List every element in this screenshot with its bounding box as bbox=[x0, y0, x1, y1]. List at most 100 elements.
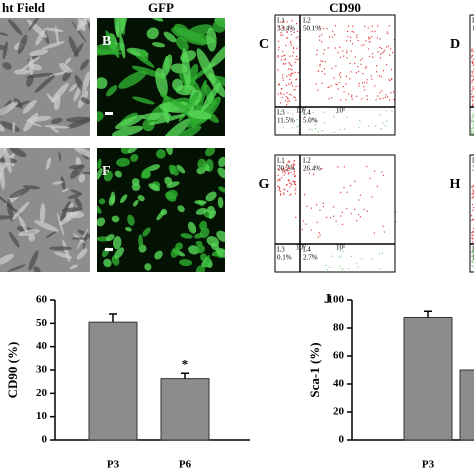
cell bbox=[173, 23, 190, 37]
dot bbox=[393, 39, 396, 41]
dot bbox=[328, 86, 330, 88]
cell bbox=[0, 215, 11, 220]
dot bbox=[368, 38, 370, 40]
dot bbox=[378, 75, 380, 77]
cell bbox=[71, 20, 87, 43]
dot bbox=[361, 44, 363, 46]
dot bbox=[278, 49, 280, 51]
dot bbox=[292, 168, 294, 170]
cell bbox=[212, 75, 225, 89]
dot bbox=[366, 79, 368, 81]
dot bbox=[323, 68, 326, 70]
dot bbox=[372, 56, 374, 58]
dot bbox=[286, 31, 288, 33]
cell bbox=[81, 71, 90, 94]
cell bbox=[97, 217, 106, 227]
dot bbox=[471, 203, 474, 206]
dot bbox=[295, 55, 298, 58]
dot bbox=[293, 171, 296, 173]
dot bbox=[280, 32, 282, 34]
dot bbox=[472, 103, 474, 105]
dot bbox=[346, 52, 348, 54]
cell bbox=[205, 148, 216, 157]
cell bbox=[160, 208, 168, 216]
dot bbox=[347, 30, 349, 33]
cell bbox=[69, 83, 78, 92]
cell bbox=[196, 244, 205, 254]
panel-letter: J bbox=[324, 292, 331, 307]
dot bbox=[290, 81, 292, 84]
dot bbox=[472, 241, 474, 243]
error-bar bbox=[109, 313, 117, 323]
cell bbox=[0, 44, 5, 50]
dot bbox=[291, 69, 293, 71]
dot bbox=[277, 56, 279, 58]
dot bbox=[375, 99, 377, 101]
y-tick-label: 20 bbox=[36, 387, 48, 399]
quadrant-value: 11.5% bbox=[472, 254, 474, 262]
dot bbox=[286, 30, 288, 33]
dot bbox=[289, 186, 291, 188]
cell bbox=[64, 57, 72, 65]
dot bbox=[285, 63, 287, 65]
dot bbox=[308, 119, 310, 122]
dot bbox=[287, 161, 289, 163]
dot bbox=[288, 100, 291, 102]
dot bbox=[471, 128, 473, 130]
dot bbox=[472, 238, 474, 240]
dot bbox=[331, 36, 334, 38]
scale-bar bbox=[105, 112, 113, 115]
dot bbox=[328, 36, 331, 38]
dot bbox=[280, 110, 282, 112]
dot bbox=[280, 93, 282, 95]
cell bbox=[218, 156, 225, 168]
dot bbox=[342, 85, 344, 88]
dot bbox=[373, 232, 375, 234]
dot bbox=[281, 77, 284, 79]
dot bbox=[277, 69, 279, 71]
dot bbox=[279, 179, 281, 181]
dot bbox=[329, 217, 332, 219]
cell bbox=[34, 74, 56, 93]
cell bbox=[179, 259, 193, 267]
dot bbox=[287, 170, 289, 172]
y-tick-label: 10 bbox=[36, 410, 48, 422]
dot bbox=[320, 60, 322, 62]
dot bbox=[333, 34, 336, 36]
dot bbox=[359, 194, 362, 196]
dot bbox=[341, 223, 344, 226]
dot bbox=[471, 232, 473, 234]
cell bbox=[141, 112, 172, 120]
dot bbox=[280, 167, 282, 169]
dot bbox=[394, 211, 397, 213]
dot bbox=[319, 209, 321, 211]
dot bbox=[297, 58, 299, 60]
dot bbox=[286, 37, 288, 39]
panel-letter: B bbox=[102, 34, 111, 49]
dot bbox=[379, 253, 381, 255]
dot bbox=[283, 26, 285, 28]
dot bbox=[283, 193, 285, 196]
dot bbox=[471, 130, 473, 132]
dot bbox=[285, 100, 287, 102]
dot bbox=[381, 171, 383, 173]
dot bbox=[277, 25, 280, 27]
cell bbox=[111, 125, 144, 136]
cell bbox=[74, 197, 83, 209]
dot bbox=[292, 165, 294, 167]
dot bbox=[284, 170, 286, 172]
y-tick-label: 20 bbox=[333, 406, 345, 418]
cell bbox=[217, 167, 225, 179]
dot bbox=[471, 186, 473, 188]
cell bbox=[181, 48, 191, 88]
dot bbox=[363, 81, 366, 83]
dot bbox=[291, 72, 293, 74]
dot bbox=[321, 34, 323, 36]
dot bbox=[349, 78, 351, 80]
dot bbox=[471, 93, 473, 95]
cell bbox=[125, 227, 132, 232]
dot bbox=[388, 79, 390, 81]
dot bbox=[282, 50, 284, 53]
dot bbox=[377, 51, 379, 53]
quadrant-name: L1 bbox=[472, 157, 474, 165]
